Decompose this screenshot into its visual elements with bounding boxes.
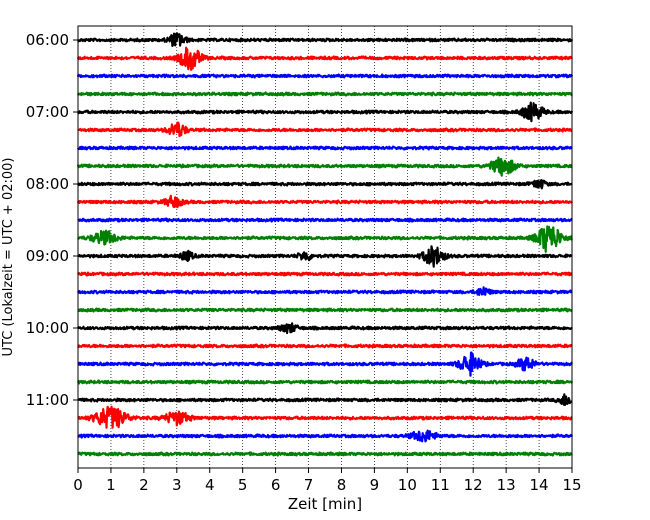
y-axis: 06:00 07:00 08:00 09:00 10:00 11:00 bbox=[26, 31, 78, 409]
trace-0745 bbox=[76, 156, 573, 177]
trace-0715 bbox=[77, 121, 573, 138]
trace-0930 bbox=[76, 286, 573, 296]
trace-1030 bbox=[77, 351, 573, 377]
x-tick-label: 10 bbox=[398, 476, 417, 494]
y-tick-label: 09:00 bbox=[26, 247, 69, 265]
x-tick-label: 6 bbox=[271, 476, 281, 494]
x-tick-label: 7 bbox=[304, 476, 314, 494]
trace-0915 bbox=[77, 271, 573, 277]
trace-0815 bbox=[76, 194, 573, 209]
x-tick-label: 8 bbox=[337, 476, 347, 494]
y-tick-label: 07:00 bbox=[26, 103, 69, 121]
trace-0830 bbox=[77, 217, 573, 223]
x-axis-label: Zeit [min] bbox=[288, 495, 362, 513]
y-tick-label: 06:00 bbox=[26, 31, 69, 49]
y-axis-label: UTC (Lokalzeit = UTC + 02:00) bbox=[1, 158, 16, 357]
trace-1115 bbox=[77, 405, 573, 429]
trace-1100 bbox=[77, 393, 573, 407]
trace-0730 bbox=[76, 145, 573, 151]
x-tick-label: 1 bbox=[106, 476, 116, 494]
x-tick-label: 4 bbox=[205, 476, 215, 494]
x-tick-label: 13 bbox=[497, 476, 516, 494]
trace-0945 bbox=[77, 307, 573, 313]
trace-1015 bbox=[77, 343, 573, 349]
plot-frame bbox=[77, 25, 573, 469]
x-tick-label: 5 bbox=[238, 476, 248, 494]
trace-0700 bbox=[76, 101, 574, 123]
trace-1145 bbox=[77, 451, 573, 457]
trace-1000 bbox=[76, 322, 573, 335]
y-tick-label: 10:00 bbox=[26, 319, 69, 337]
x-tick-label: 12 bbox=[464, 476, 483, 494]
x-tick-label: 11 bbox=[431, 476, 450, 494]
trace-0645 bbox=[76, 91, 573, 97]
y-tick-label: 11:00 bbox=[26, 391, 69, 409]
trace-0800 bbox=[76, 179, 573, 190]
trace-1045 bbox=[76, 379, 574, 385]
trace-0600 bbox=[76, 32, 574, 48]
x-tick-label: 2 bbox=[139, 476, 149, 494]
trace-0900 bbox=[77, 245, 573, 268]
x-tick-label: 15 bbox=[562, 476, 581, 494]
trace-0615 bbox=[76, 46, 573, 71]
x-tick-label: 3 bbox=[172, 476, 182, 494]
x-axis: 0 1 2 3 4 5 6 7 8 9 10 11 12 13 14 15 bbox=[73, 468, 582, 494]
x-tick-label: 0 bbox=[73, 476, 83, 494]
seismic-traces bbox=[76, 32, 574, 457]
x-tick-label: 14 bbox=[530, 476, 549, 494]
trace-0630 bbox=[76, 73, 574, 79]
y-tick-label: 08:00 bbox=[26, 175, 69, 193]
x-tick-label: 9 bbox=[370, 476, 380, 494]
trace-1130 bbox=[77, 429, 574, 443]
trace-0845 bbox=[77, 225, 573, 253]
